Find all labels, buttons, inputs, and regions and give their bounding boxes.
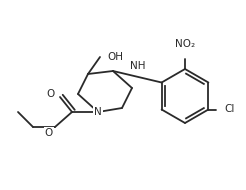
Text: OH: OH — [107, 52, 123, 62]
Text: N: N — [94, 107, 102, 117]
Text: O: O — [45, 128, 53, 138]
Text: NH: NH — [130, 61, 145, 71]
Text: NO₂: NO₂ — [175, 39, 195, 49]
Text: O: O — [47, 89, 55, 99]
Text: Cl: Cl — [224, 105, 235, 115]
